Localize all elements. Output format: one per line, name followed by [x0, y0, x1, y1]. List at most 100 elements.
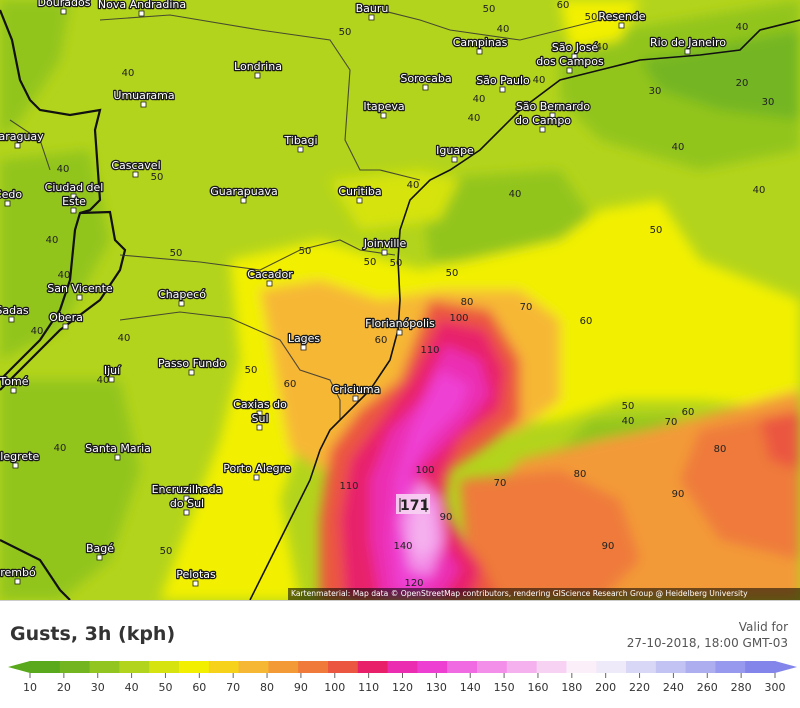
- scale-arrow-left: [8, 661, 30, 673]
- state-borders: [9, 9, 601, 420]
- city-label: Cedo: [0, 188, 22, 201]
- city-marker: [62, 323, 69, 330]
- city-2: Bauru: [354, 1, 390, 21]
- isoline-label: 70: [665, 417, 678, 428]
- city-label: Itapeva: [363, 100, 404, 113]
- city-marker: [140, 101, 147, 108]
- city-11: Umuarama: [112, 88, 176, 108]
- city-labels: Dourados Nova Andradina Bauru Resende Campin…: [0, 0, 728, 587]
- city-label: Ijuí: [104, 364, 121, 377]
- isoline-label: 60: [375, 335, 388, 346]
- coastline: [249, 19, 800, 600]
- city-label: Este: [62, 195, 86, 208]
- city-label: Cacador: [247, 268, 293, 281]
- scale-tick-label: 130: [426, 681, 447, 694]
- country-borders: [0, 9, 127, 600]
- city-7: Rio de Janeiro: [649, 35, 728, 55]
- scale-swatch: [566, 661, 597, 673]
- scale-swatch: [179, 661, 210, 673]
- scale-tick-label: 200: [595, 681, 616, 694]
- city-marker: [10, 387, 17, 394]
- scale-tick-label: 180: [561, 681, 582, 694]
- scale-tick-label: 120: [392, 681, 413, 694]
- isoline-label: 50: [160, 546, 173, 557]
- scale-tick-label: 30: [91, 681, 105, 694]
- isoline-label: 50: [585, 12, 598, 23]
- city-31: Ijuí: [103, 363, 122, 383]
- city-label: Encruzilhada: [152, 483, 223, 496]
- isoline-label: 140: [393, 541, 412, 552]
- city-marker: [253, 474, 260, 481]
- city-12: Itapeva: [362, 99, 406, 119]
- isoline-label: 40: [58, 270, 71, 281]
- isoline-label: 40: [31, 326, 44, 337]
- city-marker: [566, 67, 573, 74]
- isoline-label: 20: [736, 78, 749, 89]
- city-marker: [188, 369, 195, 376]
- city-label: San Vicente: [47, 282, 113, 295]
- isoline-label: 50: [446, 268, 459, 279]
- scale-swatch: [417, 661, 448, 673]
- city-marker: [549, 112, 556, 119]
- isoline-label: 40: [473, 94, 486, 105]
- scale-swatch: [715, 661, 746, 673]
- scale-tick-label: 260: [697, 681, 718, 694]
- city-27: Obera: [48, 310, 84, 330]
- isoline-label: 60: [557, 0, 570, 11]
- city-label: São José: [552, 41, 599, 54]
- color-scale: 10 20 30 40 50 60 70 80 90 100 110 120 130 140 150 160 1…: [0, 659, 800, 703]
- city-44: Cedo: [0, 187, 24, 207]
- isoline-label: 40: [468, 113, 481, 124]
- scale-swatch: [626, 661, 657, 673]
- city-label: Campinas: [453, 36, 508, 49]
- city-marker: [178, 300, 185, 307]
- city-marker: [297, 146, 304, 153]
- city-marker: [571, 53, 578, 60]
- city-6: dos Campos: [535, 54, 605, 74]
- gust-map[interactable]: 50 50 60 50 40 40 40 40 40 40 30 20 30 40 40 40 50 40 40 40…: [0, 0, 800, 600]
- city-label: Londrina: [234, 60, 282, 73]
- isoline-label: 60: [682, 407, 695, 418]
- scale-tick-label: 90: [294, 681, 308, 694]
- scale-tick-label: 80: [260, 681, 274, 694]
- isoline-label: 50: [245, 365, 258, 376]
- isoline-label: 40: [533, 75, 546, 86]
- city-41: Bagé: [85, 541, 116, 561]
- city-marker: [14, 142, 21, 149]
- city-15: Paraguay: [0, 129, 45, 149]
- city-marker: [539, 126, 546, 133]
- city-label: Criciuma: [332, 383, 381, 396]
- city-33: Tomé: [0, 374, 30, 394]
- isoline-label: 40: [118, 333, 131, 344]
- city-30: Passo Fundo: [157, 356, 228, 376]
- isoline-label: 100: [415, 465, 434, 476]
- city-label: do Sul: [170, 497, 204, 510]
- city-marker: [254, 72, 261, 79]
- city-label: Umuarama: [113, 89, 174, 102]
- city-19: Ciudad del: [43, 180, 105, 200]
- city-28: Florianópolis: [364, 316, 436, 336]
- isoline-label: 50: [622, 401, 635, 412]
- city-label: Ciudad del: [45, 181, 104, 194]
- isoline-label: 110: [420, 345, 439, 356]
- city-label: do Campo: [515, 114, 571, 127]
- city-marker: [352, 395, 359, 402]
- city-label: Dourados: [38, 0, 91, 9]
- scale-swatch: [208, 661, 240, 673]
- map-attribution: Kartenmaterial: Map data © OpenStreetMap…: [288, 588, 800, 600]
- city-label: Tomé: [0, 375, 29, 388]
- city-marker: [451, 156, 458, 163]
- isoline-label: 80: [574, 469, 587, 480]
- city-24: Cacador: [246, 267, 294, 287]
- city-29: Lages: [287, 331, 322, 351]
- city-marker: [396, 329, 403, 336]
- city-marker: [96, 554, 103, 561]
- city-1: Nova Andradina: [97, 0, 187, 17]
- city-label: Cascavel: [111, 159, 160, 172]
- isoline-label: 40: [596, 42, 609, 53]
- city-label: Sadas: [0, 304, 29, 317]
- isoline-label: 40: [509, 189, 522, 200]
- scale-tick-label: 240: [663, 681, 684, 694]
- scale-swatch: [596, 661, 627, 673]
- city-25: San Vicente: [46, 281, 114, 301]
